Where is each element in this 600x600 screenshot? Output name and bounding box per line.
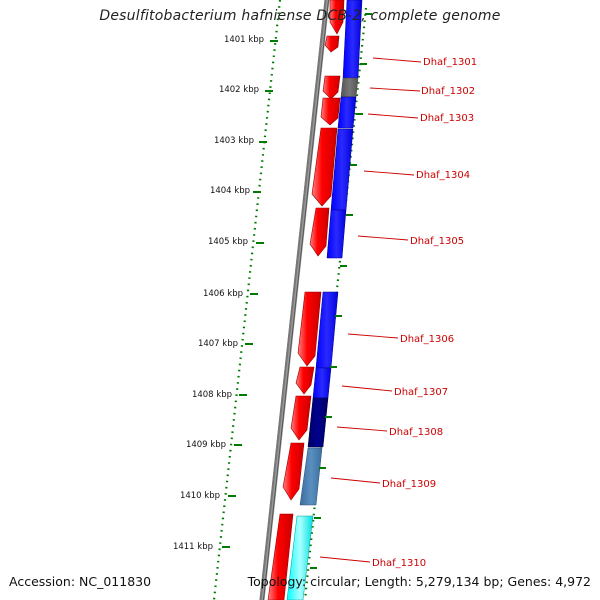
kbp-label: 1409 kbp <box>186 440 226 450</box>
cds-feature[interactable] <box>329 0 345 35</box>
category-block[interactable] <box>312 367 332 399</box>
gene-leader-line <box>357 235 409 241</box>
kbp-label: 1410 kbp <box>180 491 220 501</box>
kbp-label: 1411 kbp <box>173 542 213 552</box>
gene-leader-line <box>319 556 371 563</box>
kbp-label: 1402 kbp <box>219 85 259 95</box>
cds-feature[interactable] <box>297 291 322 367</box>
cds-feature[interactable] <box>282 442 305 501</box>
kbp-label: 1407 kbp <box>198 339 238 349</box>
kbp-label: 1403 kbp <box>214 136 254 146</box>
forward-cds-track <box>267 0 345 600</box>
category-block[interactable] <box>326 209 347 259</box>
category-block[interactable] <box>340 77 359 98</box>
cds-feature[interactable] <box>322 75 341 100</box>
cds-feature[interactable] <box>309 207 330 257</box>
gene-leader-line <box>372 57 422 63</box>
gene-label[interactable]: Dhaf_1307 <box>394 387 448 398</box>
kbp-label: 1408 kbp <box>192 390 232 400</box>
cds-feature[interactable] <box>320 97 341 126</box>
cds-feature[interactable] <box>324 35 340 53</box>
gene-label[interactable]: Dhaf_1308 <box>389 427 443 438</box>
cds-feature[interactable] <box>295 366 315 395</box>
cds-feature[interactable] <box>290 395 312 441</box>
category-block[interactable] <box>337 96 357 129</box>
category-block[interactable] <box>307 397 329 448</box>
gene-leader-line <box>341 385 393 392</box>
gene-label[interactable]: Dhaf_1310 <box>372 558 426 569</box>
kbp-label: 1405 kbp <box>208 237 248 247</box>
gene-leader-line <box>363 170 415 176</box>
gene-label[interactable]: Dhaf_1302 <box>421 86 475 97</box>
right-ticks <box>310 13 372 569</box>
gene-label[interactable]: Dhaf_1303 <box>420 113 474 124</box>
category-block[interactable] <box>286 515 314 600</box>
scale-dotted-line <box>212 0 282 600</box>
gene-label[interactable]: Dhaf_1309 <box>382 479 436 490</box>
gene-labels: Dhaf_1301 Dhaf_1302 Dhaf_1303 Dhaf_1304 … <box>319 57 477 569</box>
cds-feature[interactable] <box>267 513 294 600</box>
cds-feature[interactable] <box>311 127 338 207</box>
kbp-label: 1401 kbp <box>224 35 264 45</box>
accession-label: Accession: NC_011830 <box>9 574 152 589</box>
gene-label[interactable]: Dhaf_1304 <box>416 170 470 181</box>
category-track <box>286 0 363 600</box>
category-block[interactable] <box>299 447 323 506</box>
genome-summary: Topology: circular; Length: 5,279,134 bp… <box>247 574 591 589</box>
genome-backbone <box>259 0 330 600</box>
gene-label[interactable]: Dhaf_1305 <box>410 236 464 247</box>
gene-leader-line <box>369 87 421 92</box>
gene-leader-line <box>347 333 399 339</box>
gene-leader-line <box>336 426 388 432</box>
gene-label[interactable]: Dhaf_1301 <box>423 57 477 68</box>
gene-leader-line <box>330 477 381 484</box>
kbp-scale: 1401 kbp 1402 kbp 1403 kbp 1404 kbp 1405… <box>173 35 278 552</box>
gene-label[interactable]: Dhaf_1306 <box>400 334 454 345</box>
kbp-label: 1404 kbp <box>210 186 250 196</box>
genome-title: Desulfitobacterium hafniense DCB-2, comp… <box>99 8 501 24</box>
kbp-label: 1406 kbp <box>203 289 243 299</box>
gene-leader-line <box>367 113 419 119</box>
